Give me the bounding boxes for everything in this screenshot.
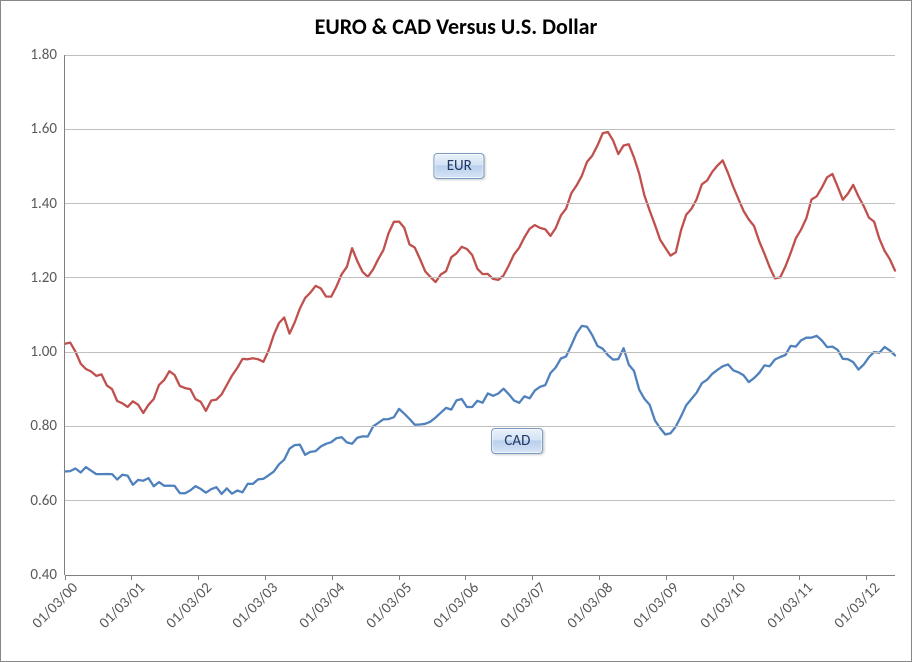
x-tick [799, 575, 800, 580]
x-tick [866, 575, 867, 580]
x-tick-label: 01/03/06 [425, 575, 482, 632]
x-tick [532, 575, 533, 580]
x-tick [666, 575, 667, 580]
x-tick-label: 01/03/11 [760, 575, 817, 632]
x-axis-line [65, 575, 895, 576]
x-tick [332, 575, 333, 580]
x-tick [465, 575, 466, 580]
x-tick-label: 01/03/04 [292, 575, 349, 632]
y-tick-label: 1.00 [30, 343, 65, 361]
x-tick-label: 01/03/09 [626, 575, 683, 632]
chart-container: EURO & CAD Versus U.S. Dollar 0.400.600.… [0, 0, 912, 662]
y-axis-line [64, 55, 65, 575]
y-gridline [65, 426, 895, 427]
x-tick [733, 575, 734, 580]
y-tick-label: 0.80 [30, 417, 65, 435]
chart-title: EURO & CAD Versus U.S. Dollar [1, 13, 911, 40]
x-tick [265, 575, 266, 580]
plot-svg [65, 55, 895, 575]
callout-cad: CAD [491, 428, 543, 454]
plot-area: 0.400.600.801.001.201.401.601.8001/03/00… [65, 55, 895, 575]
x-tick [599, 575, 600, 580]
x-tick-label: 01/03/05 [359, 575, 416, 632]
y-tick-label: 1.60 [30, 120, 65, 138]
x-tick-label: 01/03/07 [492, 575, 549, 632]
x-tick-label: 01/03/03 [225, 575, 282, 632]
y-tick-label: 1.80 [30, 46, 65, 64]
y-tick-label: 1.40 [30, 195, 65, 213]
x-tick-label: 01/03/01 [91, 575, 148, 632]
y-gridline [65, 55, 895, 56]
x-tick-label: 01/03/10 [693, 575, 750, 632]
x-tick [131, 575, 132, 580]
x-tick-label: 01/03/12 [826, 575, 883, 632]
x-tick [198, 575, 199, 580]
x-tick [399, 575, 400, 580]
y-tick-label: 0.60 [30, 492, 65, 510]
y-gridline [65, 500, 895, 501]
y-tick-label: 1.20 [30, 269, 65, 287]
y-gridline [65, 129, 895, 130]
x-tick-label: 01/03/02 [158, 575, 215, 632]
callout-eur: EUR [434, 153, 485, 179]
x-tick-label: 01/03/08 [559, 575, 616, 632]
x-tick [65, 575, 66, 580]
y-gridline [65, 352, 895, 353]
y-gridline [65, 277, 895, 278]
y-gridline [65, 203, 895, 204]
